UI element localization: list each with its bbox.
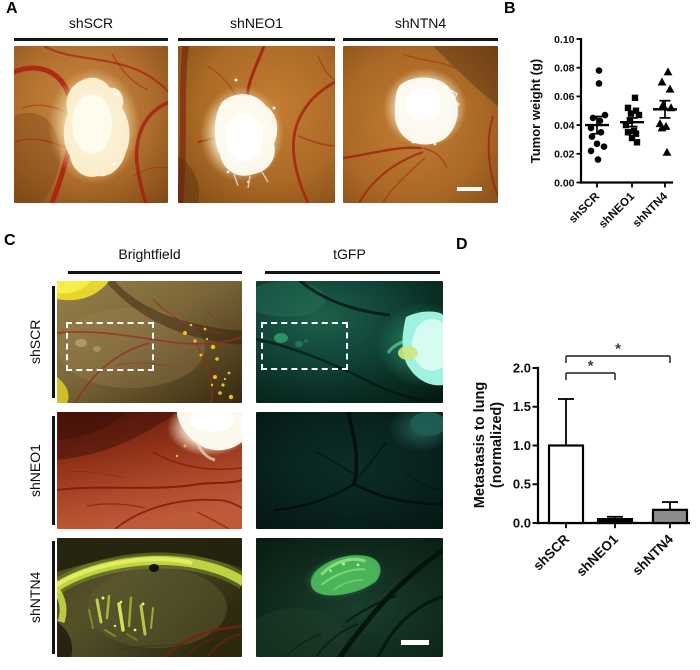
tgfp-image-shntn4 xyxy=(256,538,443,657)
brightfield-image-shscr xyxy=(57,281,242,403)
panel-d-label: D xyxy=(456,236,468,253)
panel-b-label: B xyxy=(504,0,516,17)
svg-text:*: * xyxy=(588,358,594,375)
panel-a-underline-3 xyxy=(343,38,498,41)
svg-text:2.0: 2.0 xyxy=(513,360,531,375)
panel-c-col-brightfield: Brightfield xyxy=(118,246,181,262)
svg-text:1.0: 1.0 xyxy=(513,438,531,453)
roi-dashed-box-brightfield xyxy=(66,322,154,371)
svg-text:0.04: 0.04 xyxy=(554,120,575,132)
panel-a-title-shscr: shSCR xyxy=(68,15,114,31)
scale-bar-panel-c xyxy=(401,640,429,645)
panel-a-label: A xyxy=(6,0,18,17)
svg-text:0.00: 0.00 xyxy=(554,177,575,189)
panel-c-row-shntn4: shNTN4 xyxy=(27,571,43,624)
panel-c-label: C xyxy=(4,232,16,249)
panel-a-title-shneo1: shNEO1 xyxy=(230,15,283,31)
panel-c-underline-brightfield xyxy=(68,271,242,274)
svg-text:(normalized): (normalized) xyxy=(489,402,505,488)
svg-text:1.5: 1.5 xyxy=(513,399,531,414)
metastasis-bar-chart: 0.0 0.5 1.0 1.5 2.0 Metastasis to lung (normal… xyxy=(472,341,690,579)
svg-text:Metastasis to lung: Metastasis to lung xyxy=(472,382,488,509)
panel-c-col-tgfp: tGFP xyxy=(333,246,366,262)
panel-c-underline-tgfp xyxy=(265,271,440,274)
panel-c-rowbar-3 xyxy=(52,541,55,654)
svg-text:0.5: 0.5 xyxy=(513,477,531,492)
svg-text:Tumor weight (g): Tumor weight (g) xyxy=(528,59,543,163)
panel-c-row-shscr: shSCR xyxy=(27,319,43,365)
svg-text:shSCR: shSCR xyxy=(530,531,572,573)
cam-image-shscr xyxy=(14,46,168,203)
tgfp-image-shscr xyxy=(256,281,443,403)
svg-text:0.08: 0.08 xyxy=(554,63,575,75)
svg-text:shNTN4: shNTN4 xyxy=(629,531,676,578)
panel-a-underline-1 xyxy=(14,38,168,41)
panel-a-title-shntn4: shNTN4 xyxy=(394,15,447,31)
svg-text:shNEO1: shNEO1 xyxy=(597,190,638,231)
svg-text:0.10: 0.10 xyxy=(554,34,575,46)
svg-text:shSCR: shSCR xyxy=(567,190,603,226)
brightfield-image-shntn4 xyxy=(57,538,242,657)
cam-image-shntn4 xyxy=(343,46,498,203)
svg-text:0.06: 0.06 xyxy=(554,91,575,103)
panel-a-underline-2 xyxy=(178,38,335,41)
panel-c-row-shneo1: shNEO1 xyxy=(27,444,43,497)
tumor-weight-scatter: 0.00 0.02 0.04 0.06 0.08 0.10 Tumor weight (g)… xyxy=(528,34,677,231)
brightfield-image-shneo1 xyxy=(57,412,242,529)
svg-text:*: * xyxy=(615,341,621,358)
roi-dashed-box-tgfp xyxy=(261,322,348,370)
svg-text:0.02: 0.02 xyxy=(554,149,575,161)
panel-c-rowbar-1 xyxy=(52,286,55,398)
tgfp-image-shneo1 xyxy=(256,412,443,529)
svg-text:shNEO1: shNEO1 xyxy=(573,531,621,579)
panel-c-rowbar-2 xyxy=(52,416,55,525)
cam-image-shneo1 xyxy=(178,46,335,203)
scale-bar-panel-a xyxy=(457,187,482,191)
svg-text:0.0: 0.0 xyxy=(513,515,531,530)
svg-text:shNTN4: shNTN4 xyxy=(631,190,671,230)
